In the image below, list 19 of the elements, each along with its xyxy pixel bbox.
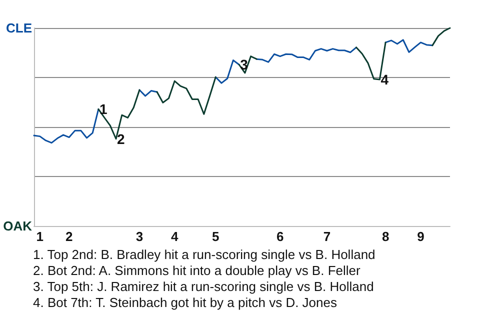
x-tick-label: 4 [171, 229, 180, 244]
x-tick-label: 2 [66, 229, 73, 244]
x-tick-label: 1 [36, 229, 44, 244]
x-tick-label: 5 [212, 229, 220, 244]
x-tick-label: 7 [323, 229, 331, 244]
text: 3. Top 5th: J. Ramirez hit a run-scoring single vs B. Holland [33, 279, 374, 294]
x-tick-label: 6 [276, 229, 284, 244]
annotation: 3 [240, 56, 248, 73]
text: CLE [6, 20, 32, 36]
text: 4. Bot 7th: T. Steinbach got hit by a pitch vs D. Jones [33, 295, 338, 310]
x-tick-label: 3 [136, 229, 144, 244]
annotation: 2 [117, 130, 126, 147]
text: 1. Top 2nd: B. Bradley hit a run-scoring single vs B. Holland [33, 247, 376, 262]
annotation: 4 [380, 71, 389, 88]
x-tick-label: 8 [382, 229, 390, 244]
text: OAK [3, 218, 33, 234]
x-tick-label: 9 [417, 229, 424, 244]
annotation: 1 [99, 101, 108, 118]
text: 2. Bot 2nd: A. Simmons hit into a double play vs B. Feller [33, 263, 362, 278]
